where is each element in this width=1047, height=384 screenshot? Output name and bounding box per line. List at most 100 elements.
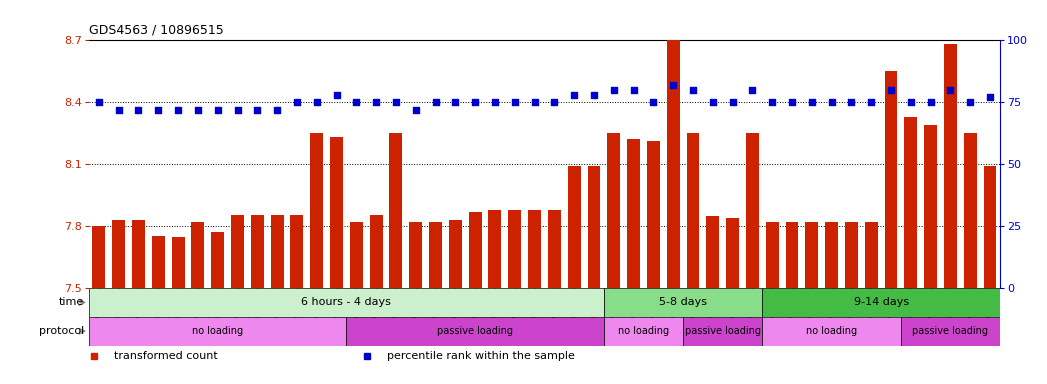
Bar bbox=[587, 166, 600, 288]
Point bbox=[130, 107, 147, 113]
Point bbox=[645, 99, 662, 105]
Point bbox=[883, 87, 899, 93]
Bar bbox=[370, 215, 382, 288]
Point bbox=[308, 99, 325, 105]
Point bbox=[545, 99, 562, 105]
Text: 9-14 days: 9-14 days bbox=[853, 297, 909, 308]
Bar bbox=[567, 166, 581, 288]
Point bbox=[407, 107, 424, 113]
Bar bbox=[727, 218, 739, 288]
Bar bbox=[687, 133, 699, 288]
Point bbox=[447, 99, 464, 105]
Bar bbox=[112, 220, 126, 288]
Text: passive loading: passive loading bbox=[685, 326, 761, 336]
Text: no loading: no loading bbox=[806, 326, 857, 336]
Point bbox=[764, 99, 781, 105]
Point bbox=[90, 99, 107, 105]
Point bbox=[527, 99, 543, 105]
Point bbox=[170, 107, 186, 113]
Point bbox=[843, 99, 860, 105]
Text: passive loading: passive loading bbox=[438, 326, 513, 336]
Point bbox=[269, 107, 286, 113]
Bar bbox=[489, 210, 502, 288]
Bar bbox=[805, 222, 818, 288]
Bar bbox=[963, 133, 977, 288]
Point bbox=[605, 87, 622, 93]
Point bbox=[863, 99, 879, 105]
Point bbox=[565, 92, 582, 98]
Bar bbox=[885, 71, 897, 288]
Bar bbox=[865, 222, 877, 288]
Point bbox=[427, 99, 444, 105]
Bar bbox=[389, 133, 402, 288]
Point bbox=[685, 87, 701, 93]
Bar bbox=[172, 237, 184, 288]
Bar bbox=[350, 222, 362, 288]
Bar bbox=[627, 139, 640, 288]
Bar bbox=[290, 215, 304, 288]
Bar bbox=[409, 222, 422, 288]
Bar bbox=[89, 317, 347, 346]
Bar bbox=[745, 133, 759, 288]
Point bbox=[249, 107, 266, 113]
Bar bbox=[765, 222, 779, 288]
Bar bbox=[825, 222, 838, 288]
Bar bbox=[271, 215, 284, 288]
Text: protocol: protocol bbox=[39, 326, 84, 336]
Point bbox=[982, 94, 999, 100]
Point bbox=[507, 99, 524, 105]
Text: 6 hours - 4 days: 6 hours - 4 days bbox=[302, 297, 392, 308]
Point bbox=[725, 99, 741, 105]
Bar bbox=[762, 288, 1000, 317]
Point bbox=[625, 87, 642, 93]
Point bbox=[783, 99, 800, 105]
Bar bbox=[607, 133, 620, 288]
Bar bbox=[548, 210, 561, 288]
Bar bbox=[604, 317, 683, 346]
Bar bbox=[508, 210, 521, 288]
Bar bbox=[707, 216, 719, 288]
Point bbox=[110, 107, 127, 113]
Bar bbox=[429, 222, 442, 288]
Point bbox=[367, 99, 384, 105]
Bar bbox=[231, 215, 244, 288]
Bar bbox=[310, 133, 324, 288]
Bar bbox=[132, 220, 144, 288]
Bar bbox=[647, 141, 660, 288]
Point bbox=[705, 99, 721, 105]
Text: GDS4563 / 10896515: GDS4563 / 10896515 bbox=[89, 23, 224, 36]
Text: transformed count: transformed count bbox=[113, 351, 218, 361]
Bar bbox=[667, 40, 680, 288]
Point bbox=[823, 99, 840, 105]
Bar bbox=[845, 222, 857, 288]
Bar bbox=[944, 45, 957, 288]
Text: no loading: no loading bbox=[618, 326, 669, 336]
Text: percentile rank within the sample: percentile rank within the sample bbox=[386, 351, 575, 361]
Point bbox=[922, 99, 939, 105]
Bar bbox=[347, 317, 604, 346]
Bar bbox=[900, 317, 1000, 346]
Bar bbox=[604, 288, 762, 317]
Text: 5-8 days: 5-8 days bbox=[659, 297, 707, 308]
Point bbox=[467, 99, 484, 105]
Bar bbox=[251, 215, 264, 288]
Bar bbox=[152, 237, 164, 288]
Point bbox=[289, 99, 306, 105]
Bar bbox=[330, 137, 343, 288]
Bar bbox=[925, 125, 937, 288]
Bar bbox=[528, 210, 541, 288]
Point bbox=[328, 92, 344, 98]
Point bbox=[803, 99, 820, 105]
Point bbox=[229, 107, 246, 113]
Point bbox=[190, 107, 206, 113]
Bar bbox=[983, 166, 997, 288]
Text: passive loading: passive loading bbox=[912, 326, 988, 336]
Bar bbox=[192, 222, 204, 288]
Bar bbox=[211, 232, 224, 288]
Bar bbox=[905, 117, 917, 288]
Bar bbox=[92, 226, 106, 288]
Bar bbox=[785, 222, 799, 288]
Point bbox=[387, 99, 404, 105]
Point bbox=[744, 87, 761, 93]
Point bbox=[903, 99, 919, 105]
